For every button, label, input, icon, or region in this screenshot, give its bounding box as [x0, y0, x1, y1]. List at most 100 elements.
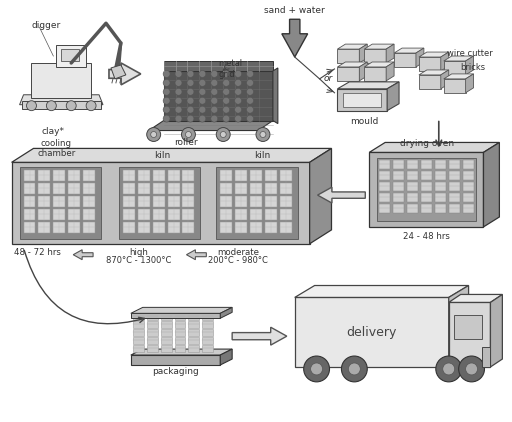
Bar — [161, 345, 172, 352]
Polygon shape — [419, 70, 449, 75]
Circle shape — [211, 70, 218, 77]
Polygon shape — [337, 67, 359, 81]
Bar — [83, 222, 95, 233]
Bar — [235, 196, 247, 207]
Bar — [138, 222, 150, 233]
Circle shape — [223, 97, 230, 104]
Bar — [56, 45, 86, 67]
Circle shape — [436, 356, 462, 382]
Text: 24 - 48 hrs: 24 - 48 hrs — [403, 232, 451, 241]
Text: clay*: clay* — [42, 127, 65, 135]
Bar — [133, 345, 144, 352]
Bar — [435, 204, 446, 213]
Bar — [463, 182, 474, 191]
Bar — [153, 196, 164, 207]
Polygon shape — [483, 143, 499, 227]
Circle shape — [304, 356, 330, 382]
Polygon shape — [364, 62, 394, 67]
Bar — [280, 222, 292, 233]
Polygon shape — [369, 152, 483, 227]
Bar — [463, 171, 474, 180]
Polygon shape — [386, 44, 394, 63]
Bar — [379, 193, 390, 202]
Text: kiln: kiln — [254, 151, 270, 160]
Bar — [250, 222, 262, 233]
Bar — [454, 315, 481, 339]
Bar — [407, 193, 418, 202]
Bar — [68, 183, 80, 194]
Bar — [449, 193, 460, 202]
Circle shape — [175, 97, 182, 104]
Bar — [220, 183, 232, 194]
Bar — [24, 183, 35, 194]
Bar — [463, 160, 474, 169]
Bar — [123, 170, 135, 181]
Bar — [421, 193, 432, 202]
Circle shape — [47, 101, 56, 111]
Bar — [407, 182, 418, 191]
Bar — [83, 209, 95, 220]
Bar — [280, 183, 292, 194]
Circle shape — [260, 132, 266, 138]
Bar — [344, 93, 381, 107]
Bar — [220, 222, 232, 233]
Text: 48 - 72 hrs: 48 - 72 hrs — [14, 248, 60, 257]
Circle shape — [163, 115, 170, 122]
Polygon shape — [109, 63, 141, 85]
Bar — [379, 204, 390, 213]
Bar — [38, 183, 50, 194]
Bar — [188, 345, 199, 352]
Bar — [202, 313, 214, 320]
Text: bricks: bricks — [461, 63, 486, 72]
Bar — [202, 321, 214, 328]
Bar — [235, 209, 247, 220]
Bar — [377, 158, 476, 221]
Circle shape — [185, 132, 191, 138]
Circle shape — [175, 88, 182, 95]
Polygon shape — [186, 250, 206, 260]
Polygon shape — [490, 295, 502, 367]
Polygon shape — [359, 44, 367, 63]
Text: metal
grid: metal grid — [218, 59, 242, 79]
Circle shape — [247, 97, 253, 104]
Circle shape — [163, 70, 170, 77]
Bar — [265, 170, 277, 181]
Bar — [83, 183, 95, 194]
Bar — [182, 222, 195, 233]
Bar — [61, 49, 79, 61]
Bar — [153, 183, 164, 194]
Circle shape — [211, 97, 218, 104]
Bar — [188, 337, 199, 344]
Circle shape — [151, 132, 157, 138]
Bar — [138, 170, 150, 181]
Polygon shape — [337, 89, 387, 111]
Circle shape — [187, 106, 194, 113]
Polygon shape — [232, 327, 287, 345]
Circle shape — [187, 97, 194, 104]
Bar — [133, 337, 144, 344]
Polygon shape — [386, 62, 394, 81]
Polygon shape — [449, 303, 490, 367]
Text: 870°C - 1300°C: 870°C - 1300°C — [106, 256, 172, 265]
Bar — [449, 171, 460, 180]
Bar — [68, 209, 80, 220]
Polygon shape — [220, 349, 232, 365]
Bar — [449, 160, 460, 169]
Circle shape — [223, 115, 230, 122]
Bar — [24, 170, 35, 181]
Bar — [188, 329, 199, 336]
Bar — [265, 183, 277, 194]
Bar — [463, 204, 474, 213]
Circle shape — [211, 79, 218, 87]
Bar — [235, 170, 247, 181]
Circle shape — [163, 106, 170, 113]
Polygon shape — [449, 286, 468, 367]
Bar — [38, 222, 50, 233]
Bar — [147, 313, 158, 320]
Polygon shape — [416, 48, 424, 67]
Bar — [265, 196, 277, 207]
Bar — [138, 196, 150, 207]
Bar — [393, 193, 404, 202]
Circle shape — [211, 106, 218, 113]
Circle shape — [187, 79, 194, 87]
